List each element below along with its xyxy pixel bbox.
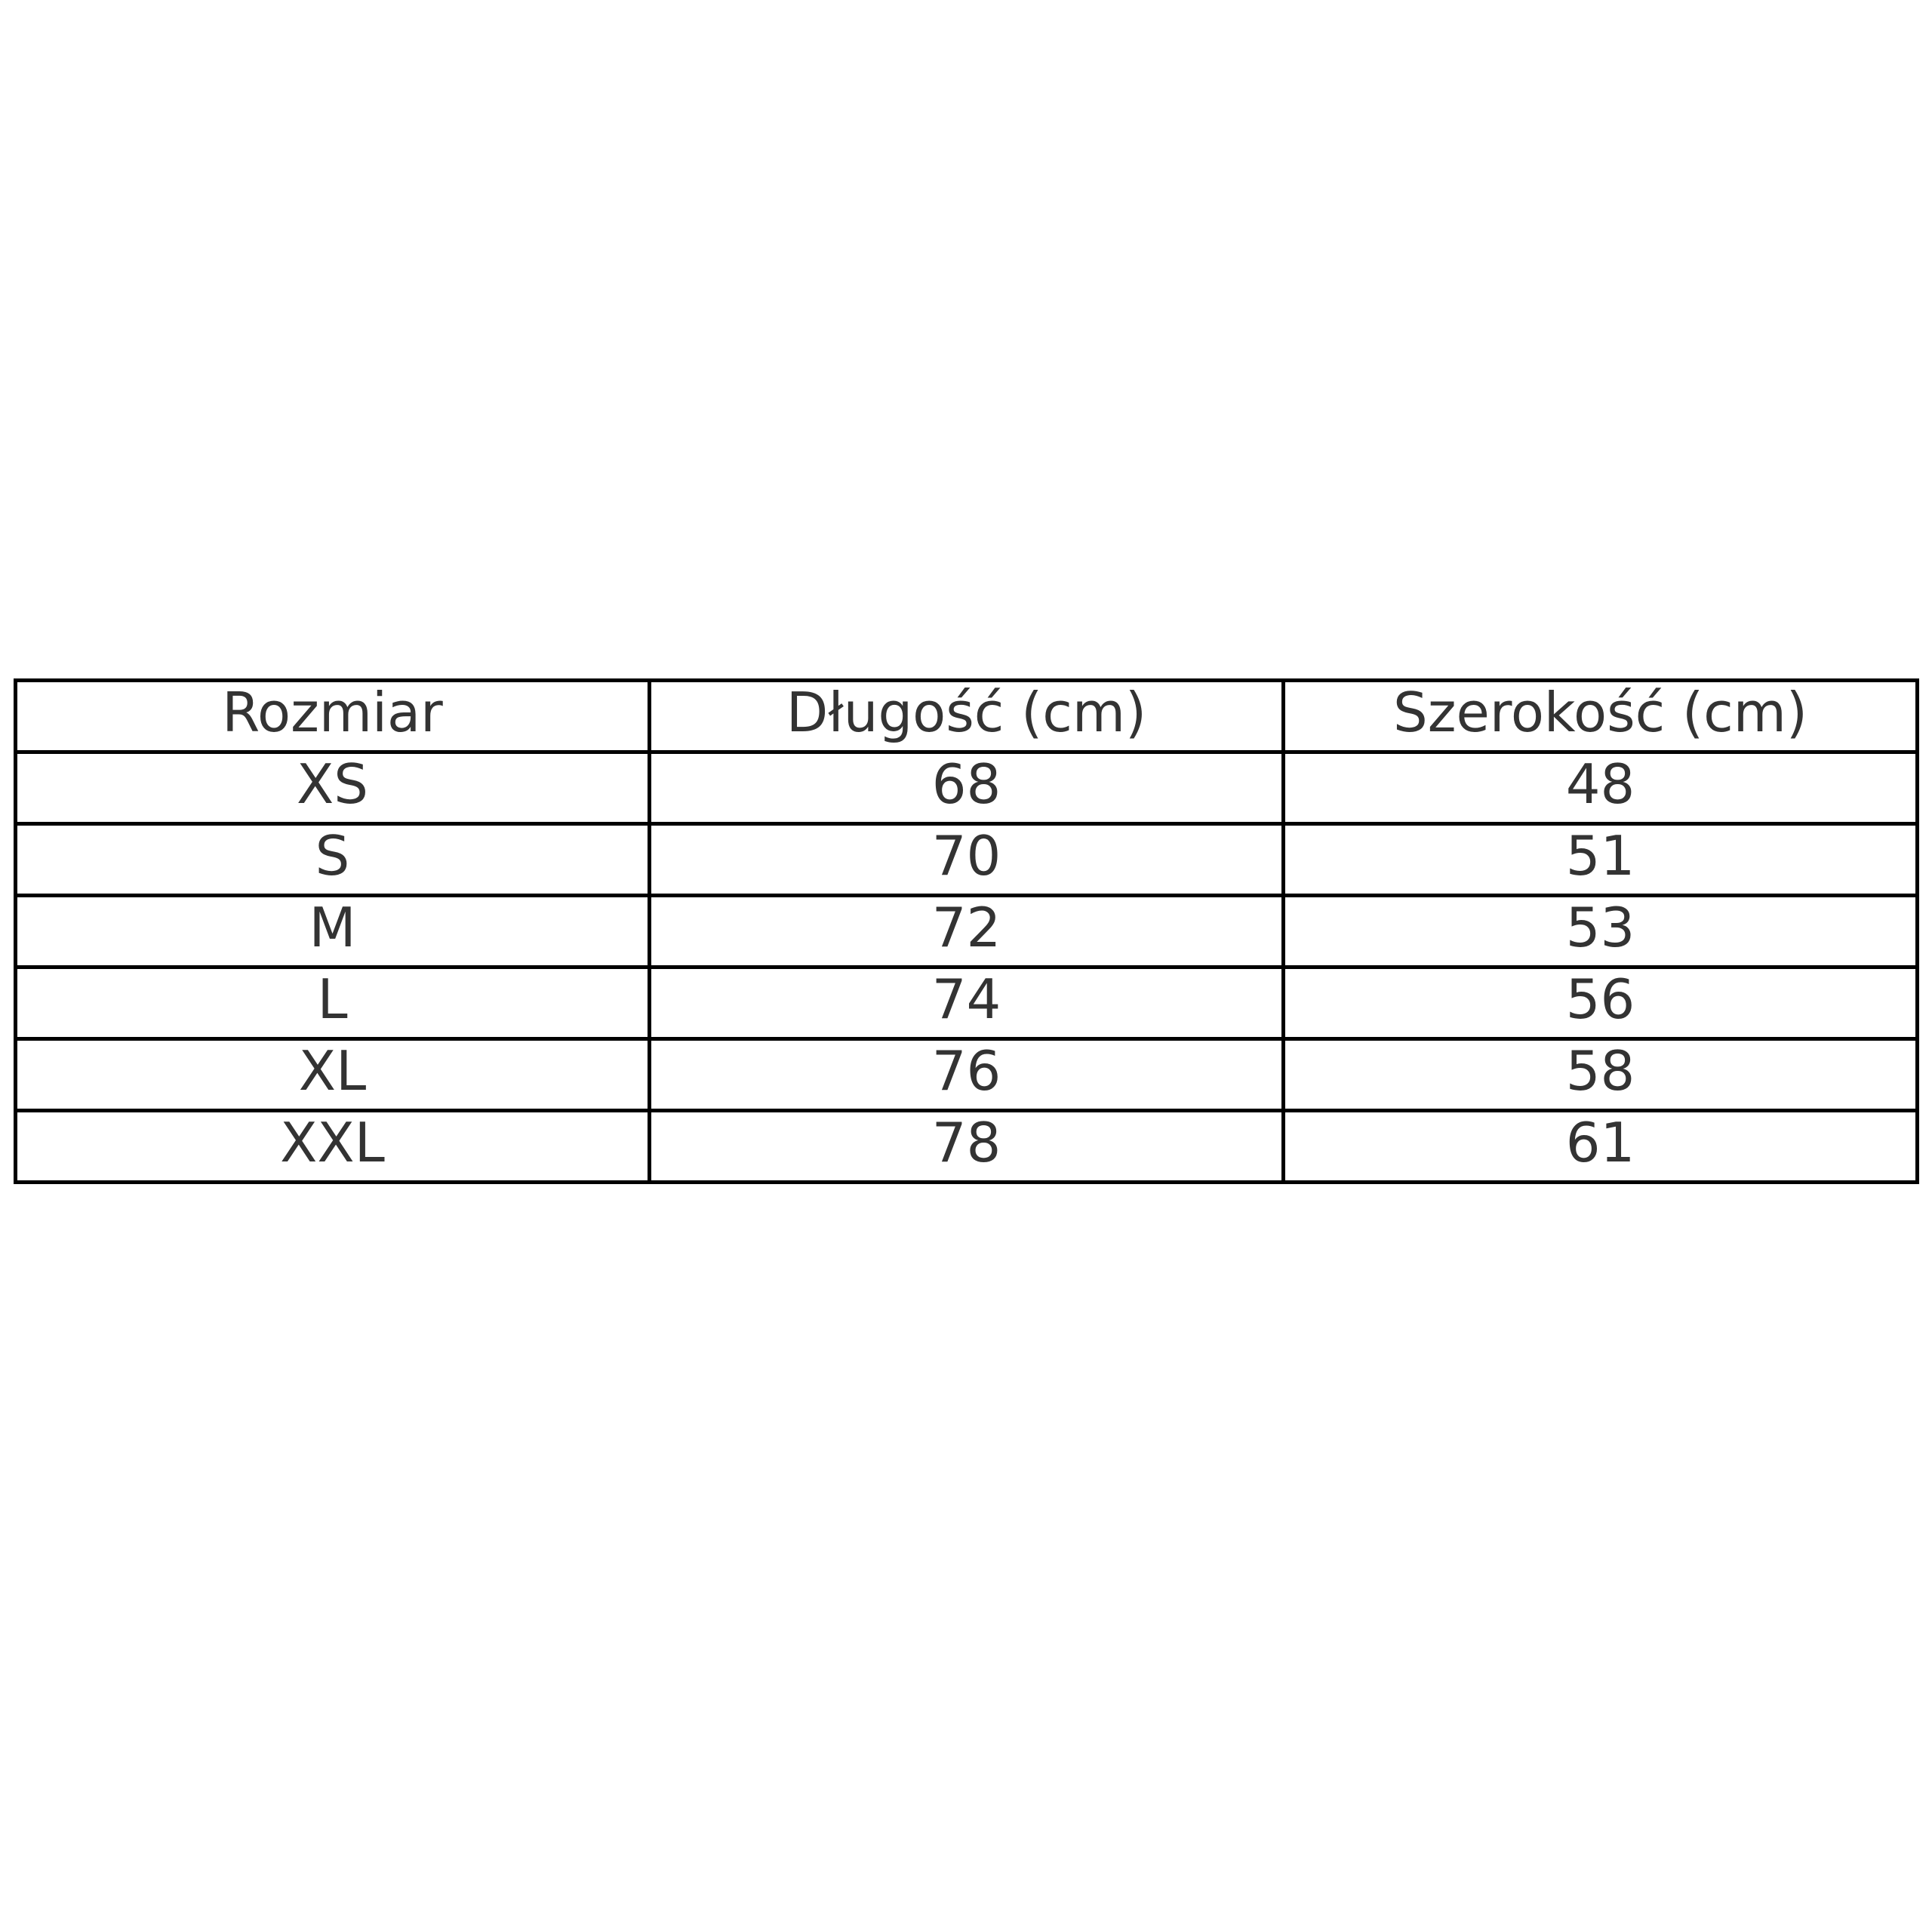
size-table: Rozmiar Długość (cm) Szerokość (cm) XS 68… — [14, 678, 1919, 1184]
width-cell: 56 — [1281, 965, 1919, 1041]
length-cell: 72 — [648, 894, 1285, 969]
table-row: XS 68 48 — [14, 750, 1919, 826]
header-size: Rozmiar — [14, 678, 651, 754]
size-cell: S — [14, 822, 651, 897]
table-row: XL 76 58 — [14, 1037, 1919, 1112]
table-row: L 74 56 — [14, 965, 1919, 1041]
size-cell: XL — [14, 1037, 651, 1112]
header-length: Długość (cm) — [648, 678, 1285, 754]
size-cell: XXL — [14, 1109, 651, 1184]
table-row: XXL 78 61 — [14, 1109, 1919, 1184]
width-cell: 48 — [1281, 750, 1919, 826]
table-row: M 72 53 — [14, 894, 1919, 969]
length-cell: 78 — [648, 1109, 1285, 1184]
header-width: Szerokość (cm) — [1281, 678, 1919, 754]
width-cell: 58 — [1281, 1037, 1919, 1112]
table-row: S 70 51 — [14, 822, 1919, 897]
length-cell: 74 — [648, 965, 1285, 1041]
size-cell: M — [14, 894, 651, 969]
length-cell: 68 — [648, 750, 1285, 826]
size-cell: XS — [14, 750, 651, 826]
length-cell: 70 — [648, 822, 1285, 897]
length-cell: 76 — [648, 1037, 1285, 1112]
width-cell: 61 — [1281, 1109, 1919, 1184]
width-cell: 53 — [1281, 894, 1919, 969]
size-cell: L — [14, 965, 651, 1041]
width-cell: 51 — [1281, 822, 1919, 897]
header-row: Rozmiar Długość (cm) Szerokość (cm) — [14, 678, 1919, 754]
